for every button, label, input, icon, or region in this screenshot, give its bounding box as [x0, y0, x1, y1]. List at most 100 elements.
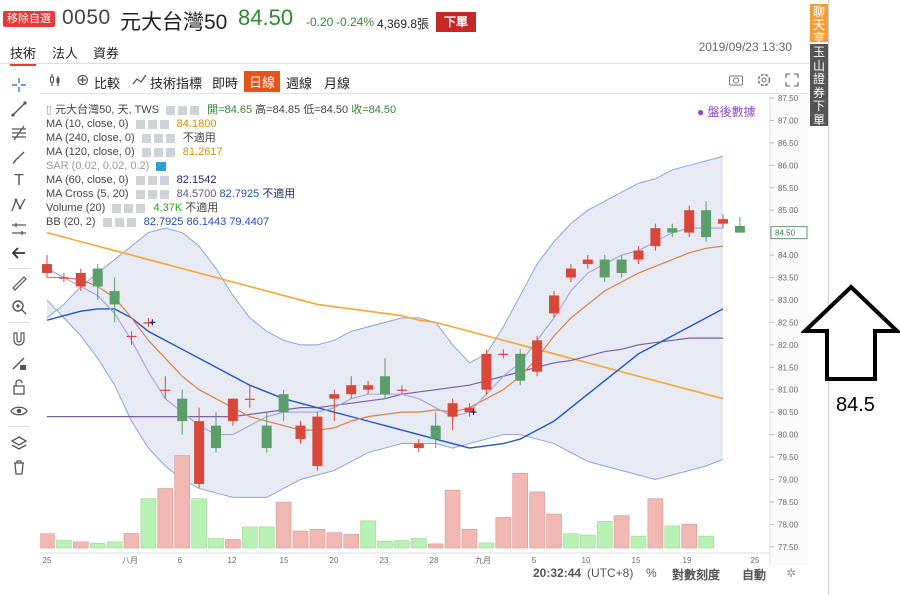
volume-bar: [681, 523, 698, 549]
interval-intraday[interactable]: 即時: [212, 76, 239, 91]
candle-body: [701, 210, 712, 238]
ma10-line: [47, 245, 724, 431]
toolbar-divider: [8, 426, 30, 427]
legend-buttons[interactable]: [112, 203, 147, 213]
x-axis-label: 15: [632, 556, 641, 565]
sar-toggle-icon[interactable]: [156, 161, 167, 171]
candle-body: [177, 398, 188, 422]
prediction-tool-icon[interactable]: [10, 220, 28, 238]
trade-volume: 4,369.8張: [377, 17, 430, 31]
status-timezone[interactable]: (UTC+8): [587, 566, 634, 580]
volume-bar: [39, 533, 55, 549]
legend-buttons[interactable]: [135, 119, 170, 129]
candle-body: [211, 425, 221, 449]
volume-bar: [647, 498, 664, 549]
legend-main-icon: ▯: [46, 104, 53, 116]
cross-marker: [470, 409, 477, 416]
zoom-in-icon[interactable]: [10, 298, 28, 316]
legend-volume-v2: 不適用: [185, 202, 219, 214]
fullscreen-icon[interactable]: [784, 72, 800, 91]
indicators-icon[interactable]: [132, 72, 148, 91]
place-order-button[interactable]: 下單: [436, 12, 476, 32]
magnet-icon[interactable]: [10, 330, 28, 348]
compare-icon[interactable]: ⊕: [76, 72, 90, 89]
unlock-icon[interactable]: [10, 378, 28, 396]
volume-bar: [123, 533, 140, 549]
candle-body: [667, 228, 678, 233]
legend-ma10-label: MA (10, close, 0): [46, 118, 129, 130]
candle-body: [684, 210, 695, 233]
chat-room-tab[interactable]: 聊天室: [810, 4, 828, 45]
legend-buttons[interactable]: [141, 133, 176, 143]
layers-icon[interactable]: [10, 434, 28, 452]
candle-body: [227, 398, 238, 422]
legend-buttons[interactable]: [102, 217, 137, 227]
candle-body: [75, 273, 86, 287]
trend-line-icon[interactable]: [10, 100, 28, 118]
legend-buttons[interactable]: [135, 175, 170, 185]
volume-bar: [225, 539, 241, 549]
volume-bar: [208, 538, 224, 549]
back-arrow-icon[interactable]: [10, 244, 28, 262]
side-divider: [828, 0, 829, 595]
crosshair-icon[interactable]: [10, 76, 28, 94]
interval-monthly[interactable]: 月線: [324, 76, 351, 91]
chart-toolbar: ⊕ 比較 技術指標 即時 日線 週線 月線: [40, 68, 808, 94]
candle-body: [413, 443, 424, 449]
interval-daily[interactable]: 日線: [244, 71, 281, 92]
legend-ma120-label: MA (120, close, 0): [46, 146, 135, 158]
trash-icon[interactable]: [10, 458, 28, 476]
price-axis-panel: [770, 95, 808, 565]
quote-header: 移除自選 0050 元大台灣50 84.50 -0.20 -0.24% 4,36…: [0, 0, 810, 40]
ruler-icon[interactable]: [10, 274, 28, 292]
eye-icon[interactable]: [10, 402, 28, 420]
toolbar-divider: [8, 322, 30, 323]
volume-bar: [529, 491, 545, 549]
stock-price: 84.50: [238, 5, 294, 30]
volume-bar: [140, 498, 157, 549]
price-change: -0.20: [306, 15, 334, 29]
price-chart-canvas[interactable]: 87.50 87.00 86.50 86.00 85.50 85.00 84.50 84.00…: [39, 94, 808, 565]
settings-icon[interactable]: [756, 72, 772, 91]
remove-watchlist-button[interactable]: 移除自選: [3, 11, 55, 27]
candle-body: [329, 394, 340, 399]
fib-tool-icon[interactable]: [10, 124, 28, 142]
current-price-label: 84.50: [775, 229, 796, 238]
lock-drawing-icon[interactable]: [10, 354, 28, 372]
compare-button[interactable]: 比較: [94, 76, 121, 91]
indicator-legend: ▯ 元大台灣50, 天, TWS 開=84.65 高=84.85 低=84.50…: [46, 103, 506, 229]
tab-technical[interactable]: 技術: [10, 43, 37, 66]
stock-name: 元大台灣50: [120, 11, 228, 34]
legend-low: 低=84.50: [303, 104, 349, 116]
tab-margin[interactable]: 資券: [93, 46, 120, 61]
candle-body: [549, 295, 559, 314]
legend-open: 開=84.65: [207, 104, 253, 116]
tab-institutional[interactable]: 法人: [52, 46, 79, 61]
pattern-tool-icon[interactable]: [10, 196, 28, 214]
y-axis-label: 80.00: [778, 431, 799, 440]
esun-order-tab[interactable]: 玉山證券下單: [810, 44, 828, 126]
brush-icon[interactable]: [10, 148, 28, 166]
y-axis-label: 82.00: [778, 341, 799, 350]
legend-buttons[interactable]: [141, 147, 176, 157]
log-scale-toggle[interactable]: 對數刻度: [672, 568, 721, 582]
chart-type-icon[interactable]: [48, 72, 64, 91]
indicators-button[interactable]: 技術指標: [150, 76, 203, 91]
text-tool-icon[interactable]: T: [14, 172, 24, 189]
volume-bar: [630, 535, 647, 549]
legend-buttons[interactable]: [166, 105, 201, 115]
interval-weekly[interactable]: 週線: [286, 76, 313, 91]
status-settings-icon[interactable]: ✲: [786, 566, 797, 580]
auto-scale-toggle[interactable]: 自動: [742, 568, 767, 582]
ma120-line: [46, 231, 724, 400]
volume-bar: [613, 515, 630, 549]
price-chart[interactable]: 87.50 87.00 86.50 86.00 85.50 85.00 84.50 84.00…: [39, 94, 808, 580]
candle-body: [515, 353, 526, 381]
volume-bar: [326, 532, 343, 549]
post-market-data-link[interactable]: ● 盤後數據: [697, 105, 756, 119]
legend-ma60-label: MA (60, close, 0): [46, 174, 129, 186]
percent-toggle[interactable]: %: [646, 566, 657, 580]
legend-buttons[interactable]: [135, 189, 170, 199]
volume-bar: [360, 520, 376, 549]
camera-icon[interactable]: [728, 72, 744, 91]
